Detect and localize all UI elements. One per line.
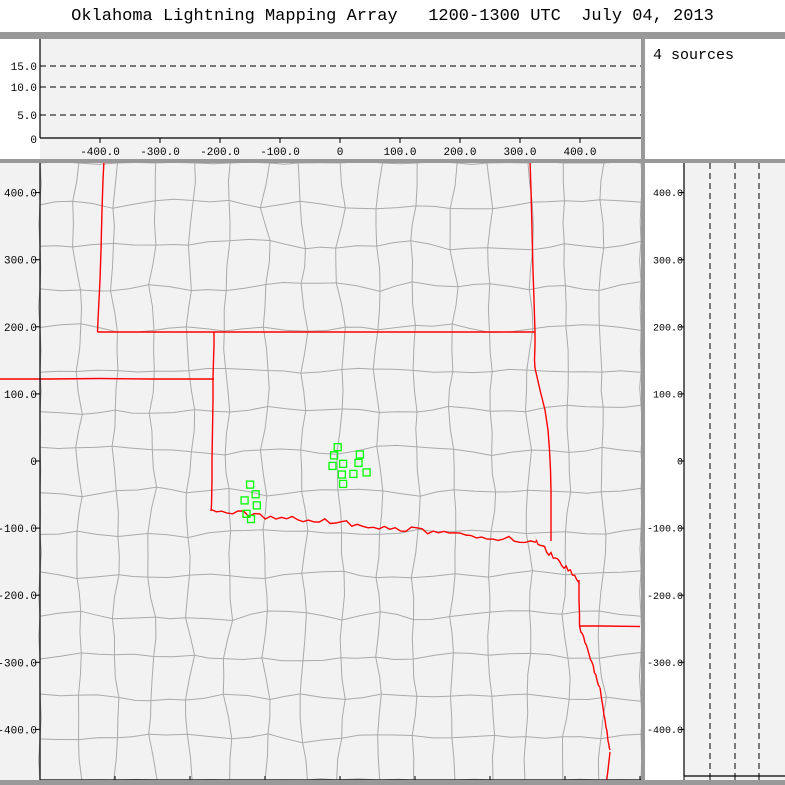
svg-text:400.0: 400.0 [4, 189, 37, 201]
svg-text:300.0: 300.0 [653, 256, 683, 267]
svg-text:100.0: 100.0 [4, 390, 37, 402]
svg-text:-200.0: -200.0 [647, 592, 683, 603]
svg-text:-400.0: -400.0 [0, 725, 37, 737]
svg-text:300.0: 300.0 [4, 256, 37, 268]
svg-text:5.0: 5.0 [17, 111, 37, 123]
svg-text:0: 0 [30, 135, 37, 147]
svg-text:200.0: 200.0 [443, 147, 476, 159]
svg-text:100.0: 100.0 [653, 391, 683, 402]
svg-text:15.0: 15.0 [11, 62, 37, 74]
svg-text:-200.0: -200.0 [0, 591, 37, 603]
svg-text:-100.0: -100.0 [0, 524, 37, 536]
svg-text:200.0: 200.0 [653, 323, 683, 334]
svg-text:-300.0: -300.0 [647, 659, 683, 670]
svg-text:400.0: 400.0 [563, 147, 596, 159]
svg-text:0: 0 [337, 147, 344, 159]
svg-text:-200.0: -200.0 [200, 147, 240, 159]
svg-text:-300.0: -300.0 [0, 658, 37, 670]
svg-text:10.0: 10.0 [11, 83, 37, 95]
svg-text:-400.0: -400.0 [647, 726, 683, 737]
svg-text:0: 0 [30, 457, 37, 469]
svg-text:400.0: 400.0 [653, 189, 683, 200]
svg-text:100.0: 100.0 [383, 147, 416, 159]
svg-text:200.0: 200.0 [4, 323, 37, 335]
svg-text:300.0: 300.0 [503, 147, 536, 159]
svg-text:0: 0 [677, 458, 683, 469]
svg-text:-100.0: -100.0 [260, 147, 300, 159]
svg-text:-300.0: -300.0 [140, 147, 180, 159]
svg-text:-400.0: -400.0 [80, 147, 120, 159]
svg-text:-100.0: -100.0 [647, 525, 683, 536]
